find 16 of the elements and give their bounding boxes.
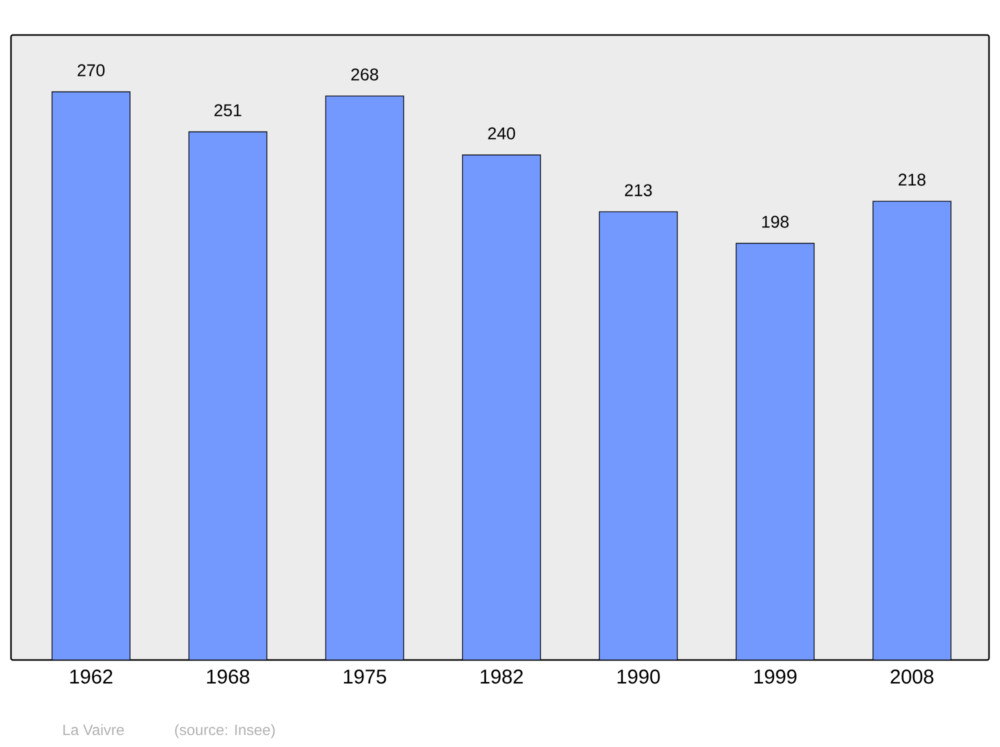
data-label: 251 [214, 104, 242, 116]
x-tick-label: 1975 [344, 670, 386, 684]
x-tick-label: 1990 [618, 670, 660, 684]
data-label: 198 [762, 216, 789, 228]
x-tick-label: 1999 [754, 670, 796, 684]
x-tick-label: 1962 [70, 670, 112, 684]
data-label: 270 [78, 64, 105, 76]
data-label: 218 [898, 174, 926, 186]
x-tick-label: 1982 [480, 670, 523, 684]
data-label: 268 [351, 68, 378, 81]
text: La Vaivre [63, 724, 124, 736]
data-label: 213 [625, 184, 652, 196]
text: (source: Insee) [175, 724, 275, 738]
x-tick-label: 2008 [890, 670, 934, 684]
x-tick-label: 1968 [207, 670, 250, 684]
data-label: 240 [488, 127, 516, 140]
